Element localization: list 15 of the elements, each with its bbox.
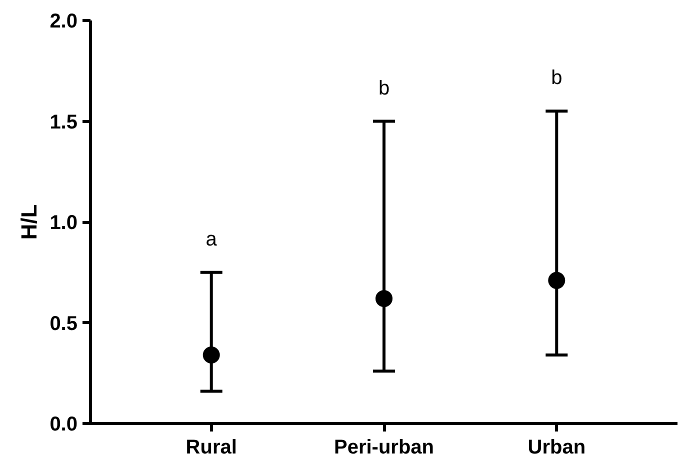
y-tick-label: 0.5 xyxy=(50,312,78,335)
y-tick-label: 0.0 xyxy=(50,414,78,436)
point xyxy=(202,346,220,364)
annotation: b xyxy=(378,77,390,100)
y-axis-title: H/L xyxy=(16,204,42,240)
y-tick-label: 2.0 xyxy=(50,10,78,32)
x-tick-label: Peri-urban xyxy=(334,436,434,458)
y-tick-label: 1.0 xyxy=(50,212,78,234)
x-tick-label: Rural xyxy=(186,436,237,458)
point xyxy=(548,272,566,289)
y-tick-label: 1.5 xyxy=(50,111,78,134)
annotation: b xyxy=(551,67,562,90)
annotation: a xyxy=(206,228,218,250)
point xyxy=(376,290,392,308)
x-tick-label: Urban xyxy=(528,436,586,458)
